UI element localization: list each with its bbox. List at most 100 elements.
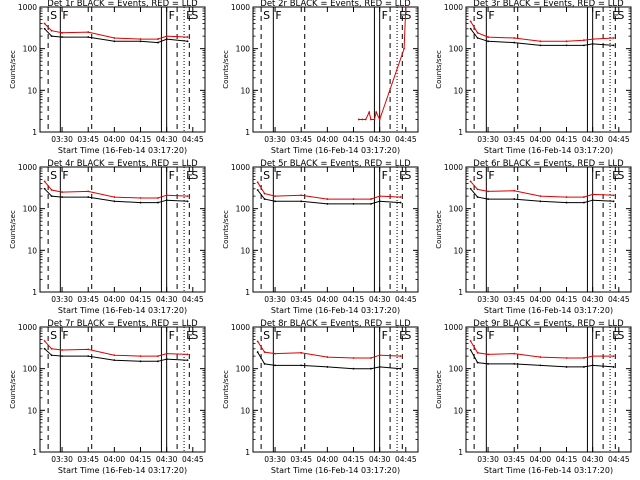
series-line-black	[470, 349, 614, 368]
data-point	[113, 359, 116, 362]
y-axis-label: Counts/sec	[9, 50, 17, 89]
data-point	[326, 356, 329, 358]
x-tick-label: 04:30	[582, 135, 604, 144]
data-point	[469, 187, 472, 190]
data-point	[565, 357, 568, 359]
data-point	[370, 118, 372, 121]
chart-title: Det 8r BLACK = Events, RED = LLD	[260, 319, 411, 329]
x-tick-label: 04:30	[582, 295, 604, 304]
y-tick-label: 10	[240, 406, 250, 415]
data-point	[364, 118, 367, 121]
data-point	[61, 196, 63, 198]
marker-letter: F	[62, 169, 68, 182]
y-tick-label: 100	[236, 45, 251, 54]
data-point	[591, 199, 594, 202]
x-tick-label: 03:45	[503, 455, 525, 464]
data-point	[186, 36, 189, 38]
data-point	[50, 354, 53, 357]
data-point	[612, 200, 615, 203]
data-point	[263, 363, 266, 365]
chart-svg: Det 7r BLACK = Events, RED = LLD Counts/s…	[9, 319, 206, 475]
chart-title: Det 4r BLACK = Events, RED = LLD	[47, 159, 198, 169]
plot-frame	[39, 166, 206, 293]
chart-title: Det 1r BLACK = Events, RED = LLD	[47, 0, 198, 9]
data-point	[300, 351, 303, 354]
marker-letter: S	[617, 329, 624, 342]
data-point	[539, 195, 542, 198]
y-tick-label: 1	[245, 448, 250, 457]
x-tick-label: 03:30	[477, 455, 499, 464]
data-point	[583, 196, 585, 198]
data-point	[186, 200, 189, 203]
data-point	[476, 351, 479, 354]
x-tick-label: 04:15	[130, 135, 152, 144]
chart-svg: Det 9r BLACK = Events, RED = LLD Counts/s…	[435, 319, 632, 475]
marker-letter: S	[263, 9, 270, 22]
plot-frame	[252, 166, 419, 293]
data-point	[326, 203, 329, 205]
data-point	[476, 31, 479, 34]
x-tick-label: 04:30	[156, 455, 178, 464]
y-tick-label: 1000	[18, 163, 37, 172]
data-point	[539, 356, 542, 358]
y-tick-label: 100	[236, 365, 251, 374]
data-point	[165, 358, 168, 360]
data-point	[368, 111, 371, 114]
x-tick-label: 03:30	[264, 295, 286, 304]
chart-svg: Det 2r BLACK = Events, RED = LLD Counts/s…	[222, 0, 419, 155]
y-tick-label: 10	[27, 86, 37, 95]
data-point	[378, 366, 381, 368]
marker-letter: S	[263, 329, 270, 342]
data-point	[583, 201, 585, 204]
data-point	[487, 190, 489, 193]
data-point	[583, 366, 585, 368]
x-tick-label: 04:30	[369, 455, 391, 464]
data-point	[469, 180, 472, 183]
data-point	[513, 363, 516, 365]
data-point	[50, 35, 53, 38]
marker-letter: S	[263, 169, 270, 182]
x-tick-label: 03:30	[264, 455, 286, 464]
data-point	[165, 194, 168, 197]
x-tick-label: 04:30	[156, 295, 178, 304]
data-point	[274, 364, 276, 367]
detector-panel: Det 5r BLACK = Events, RED = LLD Counts/s…	[213, 159, 426, 320]
plot-frame	[39, 326, 206, 453]
data-point	[404, 6, 407, 8]
marker-letter: F	[62, 9, 68, 22]
data-point	[157, 38, 159, 40]
marker-letter: F	[382, 169, 388, 182]
data-point	[565, 40, 568, 43]
y-tick-label: 1000	[18, 3, 37, 12]
marker-letter: S	[404, 169, 411, 182]
marker-letter: F	[169, 9, 175, 22]
data-point	[469, 27, 472, 30]
chart-svg: Det 4r BLACK = Events, RED = LLD Counts/s…	[9, 159, 206, 315]
y-tick-label: 1	[32, 448, 37, 457]
x-tick-label: 04:00	[530, 135, 552, 144]
data-point	[361, 118, 364, 121]
data-point	[565, 201, 568, 204]
data-point	[476, 188, 479, 191]
data-point	[300, 194, 303, 197]
marker-letter: S	[191, 9, 198, 22]
data-point	[157, 355, 159, 358]
y-tick-label: 1000	[444, 163, 463, 172]
marker-letter: F	[382, 9, 388, 22]
plot-frame	[465, 326, 632, 453]
x-tick-label: 04:45	[608, 295, 630, 304]
y-axis-label: Counts/sec	[435, 50, 443, 89]
data-point	[370, 203, 372, 205]
chart-title: Det 6r BLACK = Events, RED = LLD	[473, 159, 624, 169]
x-tick-label: 04:00	[530, 295, 552, 304]
data-point	[370, 357, 372, 359]
data-point	[157, 360, 159, 363]
y-axis-label: Counts/sec	[222, 210, 230, 249]
y-tick-label: 1	[245, 128, 250, 137]
data-point	[591, 355, 594, 358]
x-tick-label: 03:45	[290, 295, 312, 304]
data-point	[113, 37, 116, 39]
chart-title: Det 2r BLACK = Events, RED = LLD	[260, 0, 411, 9]
data-point	[113, 196, 116, 198]
x-axis-label: Start Time (16-Feb-14 03:17:20)	[58, 306, 187, 315]
